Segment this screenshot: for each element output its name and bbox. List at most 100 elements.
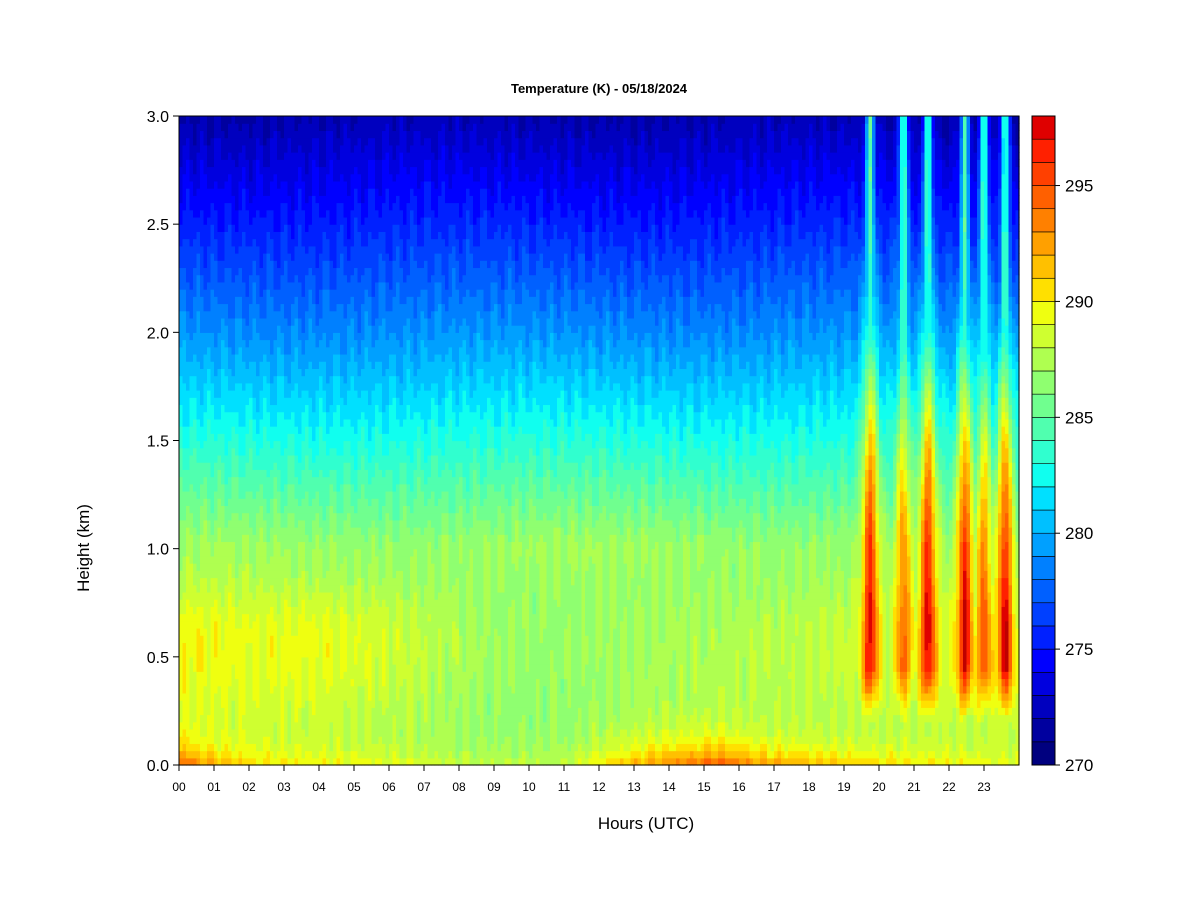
heatmap-cell bbox=[277, 289, 282, 297]
heatmap-cell bbox=[224, 303, 229, 312]
heatmap-cell bbox=[207, 440, 212, 449]
heatmap-cell bbox=[347, 498, 352, 506]
heatmap-cell bbox=[347, 195, 352, 204]
heatmap-cell bbox=[266, 339, 271, 348]
heatmap-cell bbox=[280, 404, 285, 413]
heatmap-cell bbox=[287, 245, 292, 254]
heatmap-cell bbox=[256, 166, 261, 175]
heatmap-cell bbox=[312, 353, 317, 362]
heatmap-cell bbox=[308, 202, 313, 211]
heatmap-cell bbox=[294, 692, 299, 701]
heatmap-cell bbox=[182, 606, 187, 615]
heatmap-cell bbox=[224, 707, 229, 716]
heatmap-cell bbox=[256, 346, 261, 355]
heatmap-cell bbox=[221, 382, 226, 391]
heatmap-cell bbox=[203, 584, 208, 593]
heatmap-cell bbox=[343, 534, 348, 543]
heatmap-cell bbox=[235, 664, 240, 672]
heatmap-cell bbox=[200, 671, 205, 680]
heatmap-cell bbox=[179, 498, 184, 506]
heatmap-cell bbox=[298, 353, 303, 362]
heatmap-cell bbox=[270, 289, 275, 297]
heatmap-cell bbox=[291, 483, 296, 492]
heatmap-cell bbox=[210, 685, 215, 694]
heatmap-cell bbox=[249, 527, 254, 535]
heatmap-cell bbox=[329, 635, 334, 644]
heatmap-cell bbox=[224, 390, 229, 398]
heatmap-cell bbox=[326, 130, 331, 139]
heatmap-cell bbox=[256, 671, 261, 680]
heatmap-cell bbox=[193, 613, 198, 622]
heatmap-cell bbox=[371, 555, 376, 564]
heatmap-cell bbox=[214, 390, 219, 398]
heatmap-cell bbox=[196, 577, 201, 586]
heatmap-cell bbox=[221, 267, 226, 276]
heatmap-cell bbox=[217, 166, 222, 175]
heatmap-cell bbox=[329, 166, 334, 175]
heatmap-cell bbox=[326, 317, 331, 326]
heatmap-cell bbox=[371, 505, 376, 514]
heatmap-cell bbox=[294, 591, 299, 600]
heatmap-cell bbox=[242, 728, 247, 737]
heatmap-cell bbox=[350, 505, 355, 514]
heatmap-cell bbox=[273, 498, 278, 506]
heatmap-cell bbox=[333, 757, 338, 766]
heatmap-cell bbox=[294, 216, 299, 225]
heatmap-cell bbox=[214, 656, 219, 665]
heatmap-cell bbox=[228, 743, 233, 752]
heatmap-cell bbox=[221, 289, 226, 297]
heatmap-cell bbox=[361, 209, 366, 218]
heatmap-cell bbox=[277, 180, 282, 189]
heatmap-cell bbox=[340, 635, 345, 644]
heatmap-cell bbox=[361, 642, 366, 651]
heatmap-cell bbox=[298, 692, 303, 701]
heatmap-cell bbox=[301, 397, 306, 406]
heatmap-cell bbox=[207, 303, 212, 312]
heatmap-cell bbox=[277, 166, 282, 175]
heatmap-cell bbox=[196, 224, 201, 232]
heatmap-cell bbox=[189, 159, 194, 168]
heatmap-cell bbox=[336, 289, 341, 297]
heatmap-cell bbox=[256, 620, 261, 629]
heatmap-cell bbox=[368, 411, 373, 420]
heatmap-cell bbox=[252, 289, 257, 297]
heatmap-cell bbox=[280, 310, 285, 319]
heatmap-cell bbox=[203, 649, 208, 658]
heatmap-cell bbox=[287, 137, 292, 146]
heatmap-cell bbox=[350, 325, 355, 333]
heatmap-cell bbox=[203, 289, 208, 297]
heatmap-cell bbox=[238, 599, 243, 607]
heatmap-cell bbox=[305, 577, 310, 586]
heatmap-cell bbox=[273, 606, 278, 615]
heatmap-cell bbox=[284, 397, 289, 406]
heatmap-cell bbox=[284, 584, 289, 593]
heatmap-cell bbox=[291, 476, 296, 485]
heatmap-cell bbox=[280, 519, 285, 528]
heatmap-cell bbox=[284, 527, 289, 535]
heatmap-cell bbox=[207, 209, 212, 218]
heatmap-cell bbox=[284, 512, 289, 521]
heatmap-cell bbox=[305, 743, 310, 752]
heatmap-cell bbox=[333, 490, 338, 499]
heatmap-cell bbox=[182, 159, 187, 168]
heatmap-cell bbox=[277, 238, 282, 247]
heatmap-cell bbox=[319, 570, 324, 579]
heatmap-cell bbox=[319, 375, 324, 384]
heatmap-cell bbox=[224, 541, 229, 550]
heatmap-cell bbox=[245, 188, 250, 196]
heatmap-cell bbox=[329, 656, 334, 665]
heatmap-cell bbox=[294, 332, 299, 341]
heatmap-cell bbox=[214, 325, 219, 333]
heatmap-cell bbox=[371, 707, 376, 716]
heatmap-cell bbox=[186, 642, 191, 651]
heatmap-cell bbox=[305, 454, 310, 463]
heatmap-cell bbox=[319, 627, 324, 636]
heatmap-cell bbox=[287, 339, 292, 348]
heatmap-cell bbox=[186, 332, 191, 341]
heatmap-cell bbox=[221, 404, 226, 413]
heatmap-cell bbox=[186, 454, 191, 463]
heatmap-cell bbox=[357, 757, 362, 766]
heatmap-cell bbox=[273, 750, 278, 759]
heatmap-cell bbox=[284, 728, 289, 737]
heatmap-cell bbox=[284, 173, 289, 182]
